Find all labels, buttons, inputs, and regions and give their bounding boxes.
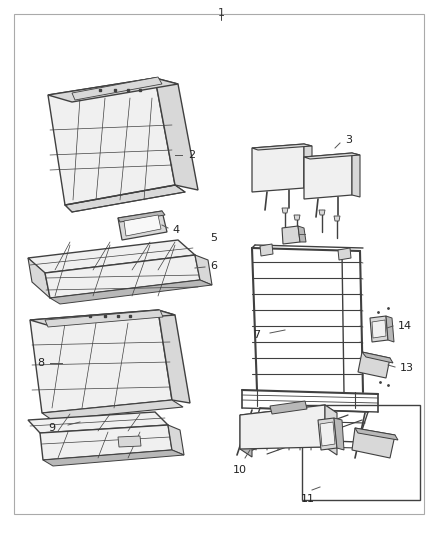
Polygon shape (260, 244, 273, 256)
Text: 10: 10 (233, 465, 247, 475)
Text: 14: 14 (398, 321, 412, 331)
Polygon shape (45, 255, 200, 298)
Polygon shape (338, 248, 351, 260)
Text: 4: 4 (172, 225, 179, 235)
Polygon shape (28, 258, 50, 298)
Polygon shape (65, 185, 185, 212)
Text: 8: 8 (37, 358, 44, 368)
Polygon shape (282, 226, 300, 244)
Polygon shape (320, 422, 335, 446)
Text: 11: 11 (301, 494, 315, 504)
Polygon shape (30, 310, 175, 325)
Polygon shape (252, 144, 304, 192)
Polygon shape (118, 436, 141, 447)
Text: 2: 2 (188, 150, 195, 160)
Polygon shape (48, 78, 175, 205)
Polygon shape (355, 428, 398, 440)
Polygon shape (155, 78, 198, 190)
Polygon shape (352, 153, 360, 197)
Text: 1: 1 (218, 8, 225, 18)
Polygon shape (386, 316, 394, 342)
Polygon shape (28, 412, 168, 433)
Polygon shape (298, 226, 306, 242)
Polygon shape (124, 215, 161, 236)
Polygon shape (42, 400, 183, 420)
Polygon shape (358, 352, 390, 378)
Polygon shape (362, 352, 393, 363)
Polygon shape (40, 425, 172, 460)
Polygon shape (48, 78, 178, 102)
Text: 6: 6 (210, 261, 217, 271)
Polygon shape (118, 211, 165, 222)
Polygon shape (270, 401, 307, 414)
Polygon shape (370, 316, 388, 342)
Polygon shape (158, 310, 190, 403)
Polygon shape (168, 425, 184, 455)
Bar (302, 405, 420, 500)
Polygon shape (72, 77, 162, 100)
Polygon shape (334, 418, 344, 450)
Polygon shape (240, 405, 325, 449)
Text: 7: 7 (253, 330, 260, 340)
Polygon shape (319, 210, 325, 215)
Text: 5: 5 (210, 233, 217, 243)
Text: 13: 13 (400, 363, 414, 373)
Polygon shape (304, 144, 312, 190)
Text: 9: 9 (48, 423, 55, 433)
Polygon shape (352, 428, 395, 458)
Polygon shape (240, 405, 337, 423)
Polygon shape (195, 255, 212, 285)
Polygon shape (318, 418, 337, 450)
Polygon shape (304, 153, 360, 159)
Polygon shape (282, 208, 288, 213)
Text: 3: 3 (345, 135, 352, 145)
Polygon shape (43, 450, 184, 466)
Polygon shape (30, 310, 172, 413)
Polygon shape (252, 144, 312, 150)
Polygon shape (372, 320, 386, 338)
Polygon shape (304, 153, 352, 199)
Polygon shape (240, 415, 252, 457)
Polygon shape (28, 240, 195, 273)
Polygon shape (325, 405, 337, 455)
Polygon shape (45, 310, 163, 327)
Polygon shape (118, 211, 167, 240)
Polygon shape (294, 215, 300, 220)
Polygon shape (334, 216, 340, 221)
Polygon shape (50, 280, 212, 304)
